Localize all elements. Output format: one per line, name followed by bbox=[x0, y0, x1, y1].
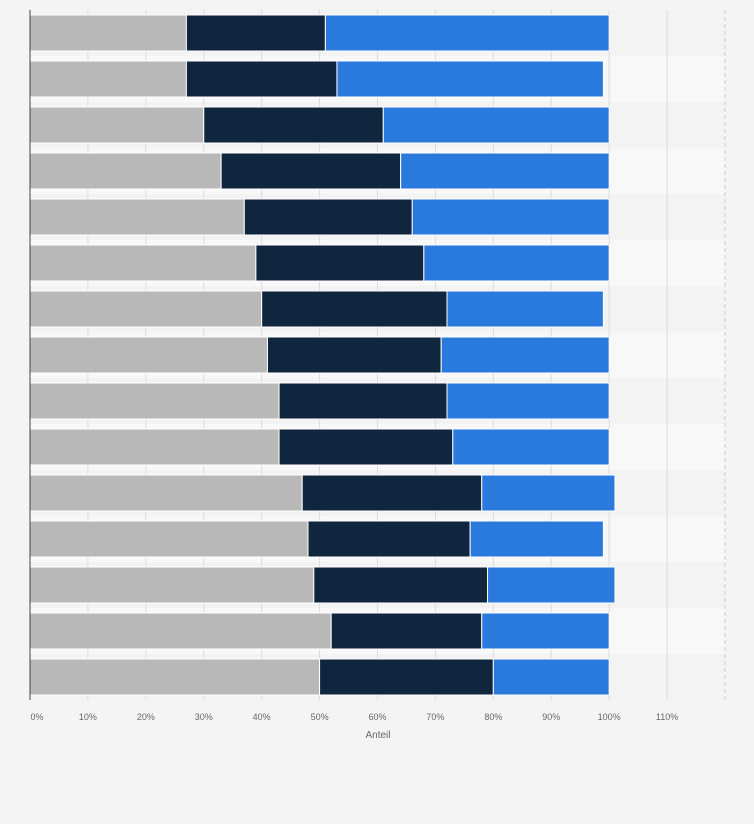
bar-3 bbox=[382, 106, 610, 144]
x-tick-label: 10% bbox=[79, 712, 97, 722]
bar-2 bbox=[319, 658, 494, 696]
bar-2 bbox=[185, 60, 338, 98]
bar-1 bbox=[29, 612, 332, 650]
bar-2 bbox=[278, 382, 448, 420]
bar-1 bbox=[29, 658, 321, 696]
bar-1 bbox=[29, 198, 245, 236]
bar-3 bbox=[487, 566, 616, 604]
bar-3 bbox=[400, 152, 610, 190]
bar-1 bbox=[29, 290, 263, 328]
bar-2 bbox=[313, 566, 489, 604]
bar-2 bbox=[307, 520, 471, 558]
bar-1 bbox=[29, 336, 268, 374]
bar-1 bbox=[29, 244, 257, 282]
bar-3 bbox=[446, 290, 604, 328]
bar-1 bbox=[29, 60, 187, 98]
x-axis: 0% 10% 20% 30% 40% 50% 60% 70% 80% 90% 100% 110% bbox=[29, 10, 678, 722]
bars bbox=[29, 14, 616, 696]
bar-3 bbox=[411, 198, 610, 236]
bar-3 bbox=[336, 60, 604, 98]
bar-1 bbox=[29, 566, 315, 604]
x-tick-label: 90% bbox=[542, 712, 560, 722]
x-tick-label: 100% bbox=[598, 712, 621, 722]
bar-2 bbox=[261, 290, 448, 328]
bar-1 bbox=[29, 474, 303, 512]
bar-2 bbox=[266, 336, 442, 374]
bar-2 bbox=[243, 198, 413, 236]
bar-1 bbox=[29, 152, 222, 190]
x-axis-label: Anteil bbox=[365, 730, 390, 741]
bar-2 bbox=[301, 474, 483, 512]
x-tick-label: 0% bbox=[30, 712, 43, 722]
bar-3 bbox=[446, 382, 610, 420]
x-tick-label: 40% bbox=[253, 712, 271, 722]
bar-3 bbox=[481, 474, 616, 512]
bar-1 bbox=[29, 428, 280, 466]
bar-2 bbox=[203, 106, 384, 144]
bar-3 bbox=[492, 658, 610, 696]
bar-2 bbox=[278, 428, 454, 466]
x-tick-label: 110% bbox=[656, 712, 678, 722]
bar-1 bbox=[29, 520, 309, 558]
bar-3 bbox=[423, 244, 610, 282]
x-tick-label: 50% bbox=[311, 712, 329, 722]
bar-2 bbox=[185, 14, 326, 52]
bar-2 bbox=[220, 152, 402, 190]
bar-3 bbox=[481, 612, 610, 650]
x-tick-label: 80% bbox=[484, 712, 502, 722]
bar-3 bbox=[469, 520, 604, 558]
x-tick-label: 70% bbox=[426, 712, 444, 722]
bar-1 bbox=[29, 382, 280, 420]
x-tick-label: 20% bbox=[137, 712, 155, 722]
x-tick-label: 60% bbox=[368, 712, 386, 722]
bar-2 bbox=[255, 244, 425, 282]
bar-3 bbox=[452, 428, 610, 466]
bar-1 bbox=[29, 14, 187, 52]
bar-2 bbox=[330, 612, 483, 650]
bar-1 bbox=[29, 106, 205, 144]
bar-3 bbox=[324, 14, 610, 52]
bar-3 bbox=[440, 336, 610, 374]
x-tick-label: 30% bbox=[195, 712, 213, 722]
